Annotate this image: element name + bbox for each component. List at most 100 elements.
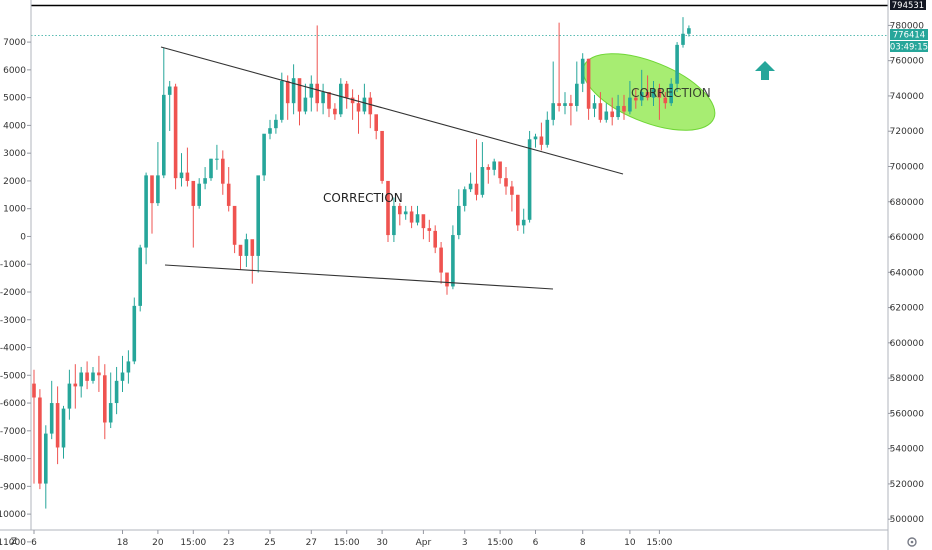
- candle-body-down: [238, 244, 243, 256]
- candle-body-up: [79, 372, 83, 387]
- candle-body-down: [610, 111, 614, 118]
- left-tick-label: 6000: [3, 66, 26, 76]
- candle-body-up: [628, 97, 632, 112]
- right-tick-label: 560000: [890, 409, 925, 419]
- right-tick-label: 700000: [890, 162, 925, 172]
- top-price-badge-text: 794531: [892, 1, 924, 11]
- candle-body-down: [297, 78, 302, 112]
- candle-body-up: [339, 83, 343, 115]
- gear-icon-ring: [907, 537, 917, 547]
- left-tick-label: -6000: [0, 399, 26, 409]
- left-tick-label: 2000: [3, 177, 26, 187]
- candle-body-up: [545, 119, 550, 145]
- gear-icon: [907, 537, 917, 547]
- candle-body-down: [657, 89, 662, 98]
- x-tick-label: 23: [223, 538, 234, 548]
- candle-body-down: [103, 375, 107, 423]
- candle-body-up: [580, 58, 585, 84]
- left-tick-label: 7000: [3, 38, 26, 48]
- candle-body-up: [108, 403, 113, 423]
- candle-body-down: [333, 108, 337, 115]
- x-tick-label: 15:00: [334, 538, 360, 548]
- left-tick-label: -2000: [0, 288, 26, 298]
- candle-body-up: [256, 175, 260, 256]
- candle-body-up: [669, 83, 673, 104]
- candle-body-up: [604, 111, 609, 120]
- up-arrow-icon: [755, 61, 775, 80]
- candle-body-down: [232, 205, 237, 245]
- candle-body-up: [162, 94, 166, 176]
- left-tick-label: -8000: [0, 455, 26, 465]
- left-tick-label: 3000: [3, 149, 26, 159]
- candle-body-up: [651, 89, 656, 98]
- gear-icon-center: [910, 540, 914, 544]
- candle-body-down: [427, 228, 432, 231]
- top-price-badge: [890, 0, 926, 10]
- candle-body-up: [480, 167, 485, 195]
- left-tick-label: -5000: [0, 371, 26, 381]
- x-tick-label: 8: [580, 538, 586, 548]
- candle-body-up: [457, 205, 461, 236]
- candle-body-down: [97, 372, 101, 376]
- candle-body-up: [616, 105, 620, 118]
- right-tick-label: 580000: [890, 374, 925, 384]
- candle-body-down: [173, 86, 178, 179]
- right-tick-label: 660000: [890, 233, 925, 243]
- x-tick-label: 15:00: [487, 538, 513, 548]
- candle-body-up: [156, 175, 160, 204]
- right-tick-label: 620000: [890, 304, 925, 314]
- candle-body-up: [167, 86, 172, 95]
- x-tick-label: 30: [376, 538, 388, 548]
- candle-body-up: [462, 189, 467, 206]
- candle-body-up: [67, 383, 72, 409]
- candle-body-up: [209, 158, 213, 179]
- current-price-badge-text: 776414: [893, 31, 925, 41]
- candle-body-up: [197, 183, 201, 206]
- candle-body-up: [144, 175, 148, 248]
- candle-body-up: [309, 83, 314, 98]
- left-tick-label: -7000: [0, 427, 26, 437]
- candle-body-down: [38, 397, 42, 484]
- left-tick-label: 5000: [3, 94, 26, 104]
- candle-body-down: [73, 383, 78, 387]
- right-tick-label: 720000: [890, 127, 925, 137]
- z-marker-label: Z: [11, 537, 17, 547]
- candle-body-up: [492, 161, 496, 170]
- candle-body-down: [285, 80, 290, 104]
- candle-body-down: [356, 103, 361, 112]
- candle-body-down: [191, 180, 196, 206]
- candle-body-down: [380, 130, 384, 181]
- candle-body-up: [132, 305, 137, 362]
- candle-body-down: [368, 97, 373, 115]
- timer-badge-text: 03:49:15: [890, 43, 928, 53]
- candle-body-down: [539, 136, 544, 145]
- candle-body-up: [563, 103, 567, 106]
- candle-body-up: [551, 103, 555, 120]
- x-tick-label: 20: [152, 538, 164, 548]
- right-tick-label: 680000: [890, 198, 925, 208]
- candle-body-down: [634, 97, 638, 101]
- candle-body-down: [386, 180, 390, 236]
- right-tick-label: 540000: [890, 445, 925, 455]
- left-tick-label: -1000: [0, 260, 26, 270]
- left-tick-label: -10000: [0, 510, 26, 520]
- x-tick-label: 27: [306, 538, 317, 548]
- candle-body-down: [85, 372, 89, 381]
- candle-body-up: [468, 183, 473, 190]
- candle-body-up: [321, 92, 325, 104]
- candle-body-down: [663, 97, 668, 104]
- candle-body-up: [49, 403, 54, 434]
- candle-body-down: [498, 161, 502, 179]
- right-tick-label: 500000: [890, 515, 925, 525]
- left-tick-label: 0: [20, 232, 26, 242]
- candle-body-up: [681, 33, 685, 45]
- candle-body-up: [303, 97, 308, 112]
- right-tick-label: 640000: [890, 268, 925, 278]
- x-tick-label: 15:00: [646, 538, 672, 548]
- right-tick-label: 740000: [890, 92, 925, 102]
- upper-trendline: [160, 46, 624, 175]
- candle-body-down: [510, 186, 514, 195]
- candle-body-up: [675, 44, 679, 84]
- candle-body-up: [280, 80, 284, 120]
- candle-body-down: [350, 97, 355, 104]
